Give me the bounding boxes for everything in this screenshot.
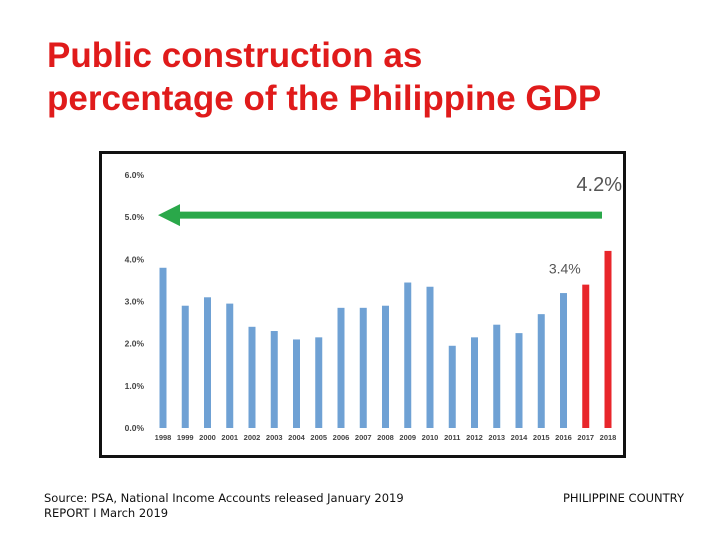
source-note: Source: PSA, National Income Accounts re… xyxy=(44,491,404,505)
bar-2003 xyxy=(270,331,278,428)
bar-2010 xyxy=(426,286,434,428)
y-tick-label: 3.0% xyxy=(125,297,145,307)
x-tick-label: 2016 xyxy=(555,433,572,442)
x-tick-label: 2014 xyxy=(511,433,529,442)
x-tick-label: 2018 xyxy=(600,433,617,442)
footer-source-block: Source: PSA, National Income Accounts re… xyxy=(44,491,404,521)
y-tick-label: 6.0% xyxy=(125,170,145,180)
bar-2006 xyxy=(337,307,345,428)
y-tick-label: 5.0% xyxy=(125,212,145,222)
x-tick-label: 2000 xyxy=(199,433,216,442)
bar-2005 xyxy=(315,337,323,428)
slide-title-line-2: percentage of the Philippine GDP xyxy=(47,79,602,118)
bar-2016 xyxy=(560,293,567,428)
bar-2000 xyxy=(204,297,211,428)
x-axis-labels: 1998 1999 2000 2001 2002 2003 2004 2005 2006 2007… xyxy=(155,433,617,442)
x-tick-label: 2009 xyxy=(399,433,416,442)
x-tick-label: 2005 xyxy=(310,433,327,442)
bar-chart: 0.0% 1.0% 2.0% 3.0% 4.0% 5.0% 6.0% 1998 1999 200… xyxy=(125,170,623,442)
target-arrow-head xyxy=(158,204,180,227)
bar-2018 xyxy=(604,250,612,428)
x-tick-label: 2008 xyxy=(377,433,394,442)
x-tick-label: 2001 xyxy=(221,433,238,442)
brand-label: PHILIPPINE COUNTRY xyxy=(563,491,684,505)
chart-frame: 0.0% 1.0% 2.0% 3.0% 4.0% 5.0% 6.0% 1998 1999 200… xyxy=(99,151,626,458)
bar-2002 xyxy=(248,326,256,428)
x-tick-label: 2010 xyxy=(422,433,439,442)
bar-2014 xyxy=(515,333,523,428)
bar-2008 xyxy=(382,305,389,428)
y-tick-label: 1.0% xyxy=(125,381,145,391)
x-tick-label: 2004 xyxy=(288,433,306,442)
x-tick-label: 2003 xyxy=(266,433,283,442)
x-tick-label: 2007 xyxy=(355,433,372,442)
slide-title-line-1: Public construction as xyxy=(47,36,423,75)
bar-1998 xyxy=(159,267,167,428)
y-tick-label: 4.0% xyxy=(125,254,145,264)
y-axis-labels: 0.0% 1.0% 2.0% 3.0% 4.0% 5.0% 6.0% xyxy=(125,170,145,433)
bar-2015 xyxy=(537,314,545,428)
x-tick-label: 2012 xyxy=(466,433,483,442)
y-tick-label: 0.0% xyxy=(125,423,145,433)
value-label-2017: 3.4% xyxy=(549,261,581,277)
bar-1999 xyxy=(181,305,189,428)
annotations: 3.4% 4.2% xyxy=(549,174,622,277)
bar-2001 xyxy=(226,303,234,428)
bar-2007 xyxy=(359,307,367,428)
x-tick-label: 2011 xyxy=(444,433,460,442)
report-date: REPORT I March 2019 xyxy=(44,506,169,520)
bar-2009 xyxy=(404,282,412,428)
bar-2011 xyxy=(448,345,456,428)
x-tick-label: 2015 xyxy=(533,433,550,442)
x-tick-label: 2017 xyxy=(577,433,594,442)
bar-2012 xyxy=(471,337,478,428)
bars xyxy=(159,250,612,428)
target-arrow xyxy=(158,204,602,227)
bar-2017 xyxy=(582,284,590,428)
x-tick-label: 2006 xyxy=(333,433,350,442)
bar-2013 xyxy=(493,324,501,428)
y-tick-label: 2.0% xyxy=(125,339,145,349)
x-tick-label: 2002 xyxy=(244,433,261,442)
x-tick-label: 1998 xyxy=(155,433,172,442)
bar-2004 xyxy=(293,339,300,428)
x-tick-label: 1999 xyxy=(177,433,194,442)
x-tick-label: 2013 xyxy=(488,433,505,442)
value-label-2018: 4.2% xyxy=(576,174,622,196)
slide-title: Public construction as percentage of the… xyxy=(47,34,707,120)
